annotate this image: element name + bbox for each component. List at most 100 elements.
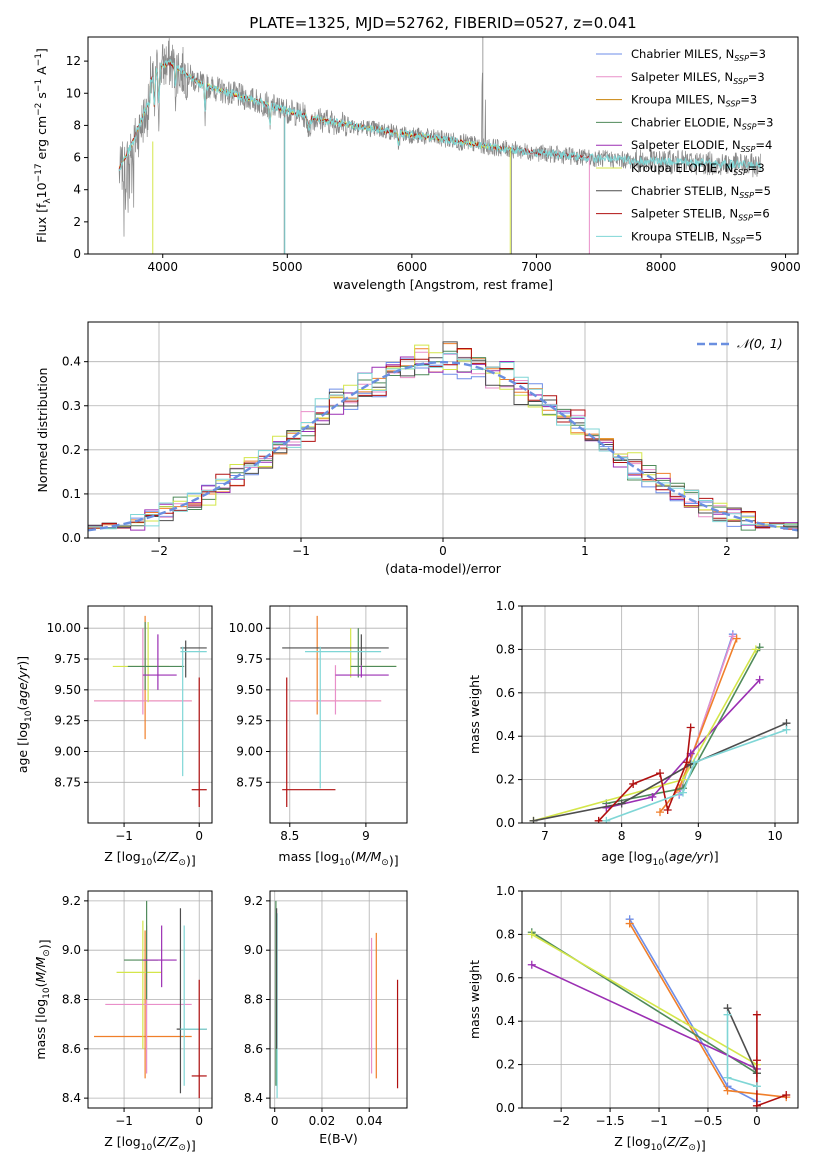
x-tick-label: 5000: [272, 260, 303, 274]
label-part: (: [662, 1134, 667, 1149]
data-point: [755, 675, 764, 684]
y-tick-label: 8.8: [244, 993, 263, 1007]
series-line-salpeter_stelib: [598, 727, 692, 822]
label-part: (: [664, 849, 669, 864]
legend-text: =5: [745, 229, 762, 243]
label-part: ]: [34, 48, 49, 53]
y-tick-label: 4: [73, 183, 81, 197]
axes-residuals: −2 −1 0 1 2 0.0 0.1 0.2 0.3 0.4 (data-model)/error…: [35, 321, 799, 576]
legend-sub: SSP: [726, 100, 741, 109]
x-tick-label: −1: [292, 544, 310, 558]
legend-entry: Kroupa STELIB, NSSP=5: [631, 229, 762, 245]
plot-area: [282, 615, 397, 807]
data-spectrum-line: [118, 38, 761, 237]
x-tick-label: 10: [767, 829, 782, 843]
label-part: mass [log: [33, 999, 48, 1060]
legend-sub: SSP: [739, 191, 754, 200]
axes-frame: [87, 36, 799, 255]
legend-entry: Chabrier STELIB, NSSP=5: [631, 184, 771, 200]
legend-text: =3: [740, 93, 757, 107]
axes-frame: [87, 605, 213, 824]
data-point: [663, 805, 672, 814]
x-tick-label: 2: [723, 544, 731, 558]
label-part: −1: [34, 53, 44, 66]
label-part: −1: [34, 79, 44, 92]
x-tick-label: 0: [271, 1114, 279, 1128]
label-part: ⊙: [688, 1143, 696, 1153]
legend-entry: Chabrier MILES, NSSP=3: [631, 47, 766, 63]
label-part: −2: [34, 103, 44, 116]
label-sub: 10: [141, 1143, 153, 1153]
y-tick-label: 0.6: [496, 971, 515, 985]
data-point: [679, 788, 687, 797]
y-axis-label: mass weight: [467, 675, 482, 754]
legend-entry: Salpeter STELIB, NSSP=6: [631, 207, 770, 223]
label-part: (: [152, 1134, 157, 1149]
x-tick-label: 0.02: [309, 1114, 336, 1128]
data-point: [594, 816, 603, 823]
axes-spectrum: 4000 5000 6000 7000 8000 9000 0 2 4 6 8 10 12 PLATE=1…: [34, 14, 801, 292]
label-part: s: [34, 92, 49, 103]
label-part: )]: [15, 656, 30, 666]
y-tick-label: 0: [73, 247, 81, 261]
x-axis-label: Z [log10(Z/Z⊙)]: [104, 1134, 195, 1153]
plot-area: [275, 900, 399, 1099]
label-part: M/M: [33, 956, 48, 982]
series-line-salpeter_stelib: [756, 1014, 787, 1107]
axes-weight_vs_Z: −2 −1.5 −1 −0.5 0 0.0 0.2 0.4 0.6 0.8 1.0 Z [log10(…: [467, 884, 799, 1153]
label-part: −17: [34, 163, 44, 182]
data-point: [656, 808, 664, 817]
y-axis-label: age [log10(age/yr)]: [15, 656, 34, 773]
legend-text: =6: [753, 207, 770, 221]
data-point: [625, 919, 634, 928]
chart-title: PLATE=1325, MJD=52762, FIBERID=0527, z=0…: [249, 14, 636, 32]
x-tick-label: 7000: [521, 260, 552, 274]
y-tick-label: 9.50: [54, 683, 81, 697]
axes-mass_vs_Z: −1 08.48.68.89.09.2Z [log10(Z/Z⊙)]mass [l…: [33, 890, 213, 1153]
series-line-chabrier_stelib: [533, 722, 787, 822]
label-part: A: [34, 66, 49, 79]
label-part: )]: [709, 849, 719, 864]
y-tick-label: 0.2: [496, 773, 515, 787]
label-part: ⊙: [381, 858, 389, 868]
data-point: [527, 960, 536, 969]
data-point: [782, 725, 791, 734]
legend-sub: SSP: [741, 145, 756, 154]
y-tick-label: 9.2: [62, 894, 81, 908]
axes-frame: [269, 605, 408, 824]
normal-curve: [88, 360, 798, 532]
data-point: [529, 816, 538, 823]
x-tick-label: −1: [115, 829, 133, 843]
data-point: [527, 930, 536, 939]
label-part: )]: [37, 939, 52, 949]
label-part: M/M: [356, 849, 382, 864]
y-tick-label: 0.6: [496, 686, 515, 700]
label-sub: 10: [24, 710, 34, 722]
label-part: age [log: [15, 722, 30, 773]
y-tick-label: 12: [66, 54, 81, 68]
plot-area: [88, 341, 798, 532]
y-tick-label: 9.25: [54, 714, 81, 728]
legend-entry: Salpeter ELODIE, NSSP=4: [631, 138, 772, 154]
legend-text: =3: [748, 70, 765, 84]
y-tick-label: 0.3: [62, 399, 81, 413]
series-line-salpeter_elodie: [531, 964, 758, 1070]
x-tick-label: 9000: [770, 260, 801, 274]
x-tick-label: 0.04: [356, 1114, 383, 1128]
label-sub: 10: [42, 987, 52, 999]
label-part: mass [log: [278, 849, 339, 864]
legend-sub: SSP: [742, 122, 757, 131]
y-tick-label: 9.0: [244, 943, 263, 957]
y-tick-label: 0.2: [496, 1058, 515, 1072]
series-line-chabrier_stelib: [726, 1007, 758, 1074]
y-tick-label: 0.0: [496, 1101, 515, 1115]
label-part: 10: [34, 182, 49, 198]
plot-area: [94, 900, 207, 1099]
axes-age_vs_mass: 8.5 9 8.75 9.00 9.25 9.50 9.75 10.00 mass [log10…: [229, 605, 408, 868]
y-tick-label: 2: [73, 215, 81, 229]
x-tick-label: 6000: [397, 260, 428, 274]
axes-mass_vs_ebv: 0 0.02 0.04 8.4 8.6 8.8 9.0 9.2 E(B-V): [244, 890, 408, 1146]
y-tick-label: 0.4: [62, 355, 81, 369]
